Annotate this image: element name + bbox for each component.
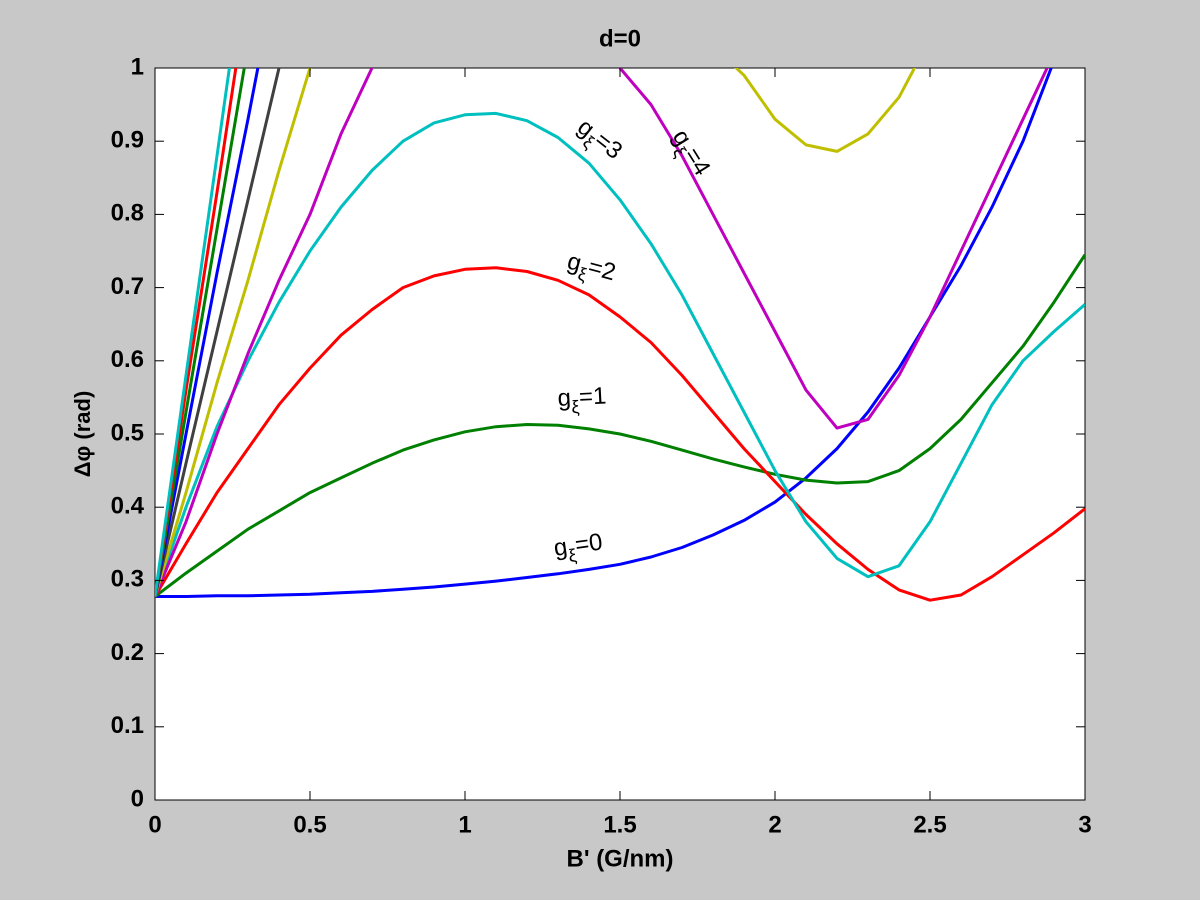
annotation: gξ=1 <box>557 382 607 418</box>
x-tick-label: 3 <box>1078 811 1091 838</box>
annotation: gξ=0 <box>552 528 605 567</box>
y-tick-label: 0.8 <box>111 200 144 227</box>
series-line <box>155 68 246 597</box>
y-tick-label: 0.4 <box>111 493 145 520</box>
y-tick-label: 0.7 <box>111 273 144 300</box>
series-line <box>155 68 1053 598</box>
y-tick-label: 0.9 <box>111 127 144 154</box>
x-tick-label: 2.5 <box>913 811 946 838</box>
y-tick-label: 0 <box>131 785 144 812</box>
y-tick-label: 0.2 <box>111 639 144 666</box>
x-tick-label: 1 <box>458 811 471 838</box>
series-line <box>155 111 1085 597</box>
x-tick-label: 1.5 <box>603 811 636 838</box>
lines <box>155 68 1085 602</box>
y-tick-label: 0.1 <box>111 712 144 739</box>
series-line <box>155 68 231 597</box>
y-tick-label: 0.5 <box>111 419 144 446</box>
y-tick-label: 1 <box>131 53 144 80</box>
y-tick-label: 0.6 <box>111 346 144 373</box>
series-line <box>155 266 1085 602</box>
x-tick-label: 2 <box>768 811 781 838</box>
series-line <box>155 68 260 597</box>
chart-title: d=0 <box>599 25 641 52</box>
series-line <box>155 68 917 597</box>
x-tick-label: 0.5 <box>293 811 326 838</box>
x-tick-label: 0 <box>148 811 161 838</box>
y-tick-label: 0.3 <box>111 566 144 593</box>
series-line <box>155 68 281 597</box>
series-line <box>155 253 1085 598</box>
y-axis-label: Δφ (rad) <box>70 391 95 478</box>
series-line <box>155 68 1049 598</box>
x-axis-label: B' (G/nm) <box>566 845 673 872</box>
